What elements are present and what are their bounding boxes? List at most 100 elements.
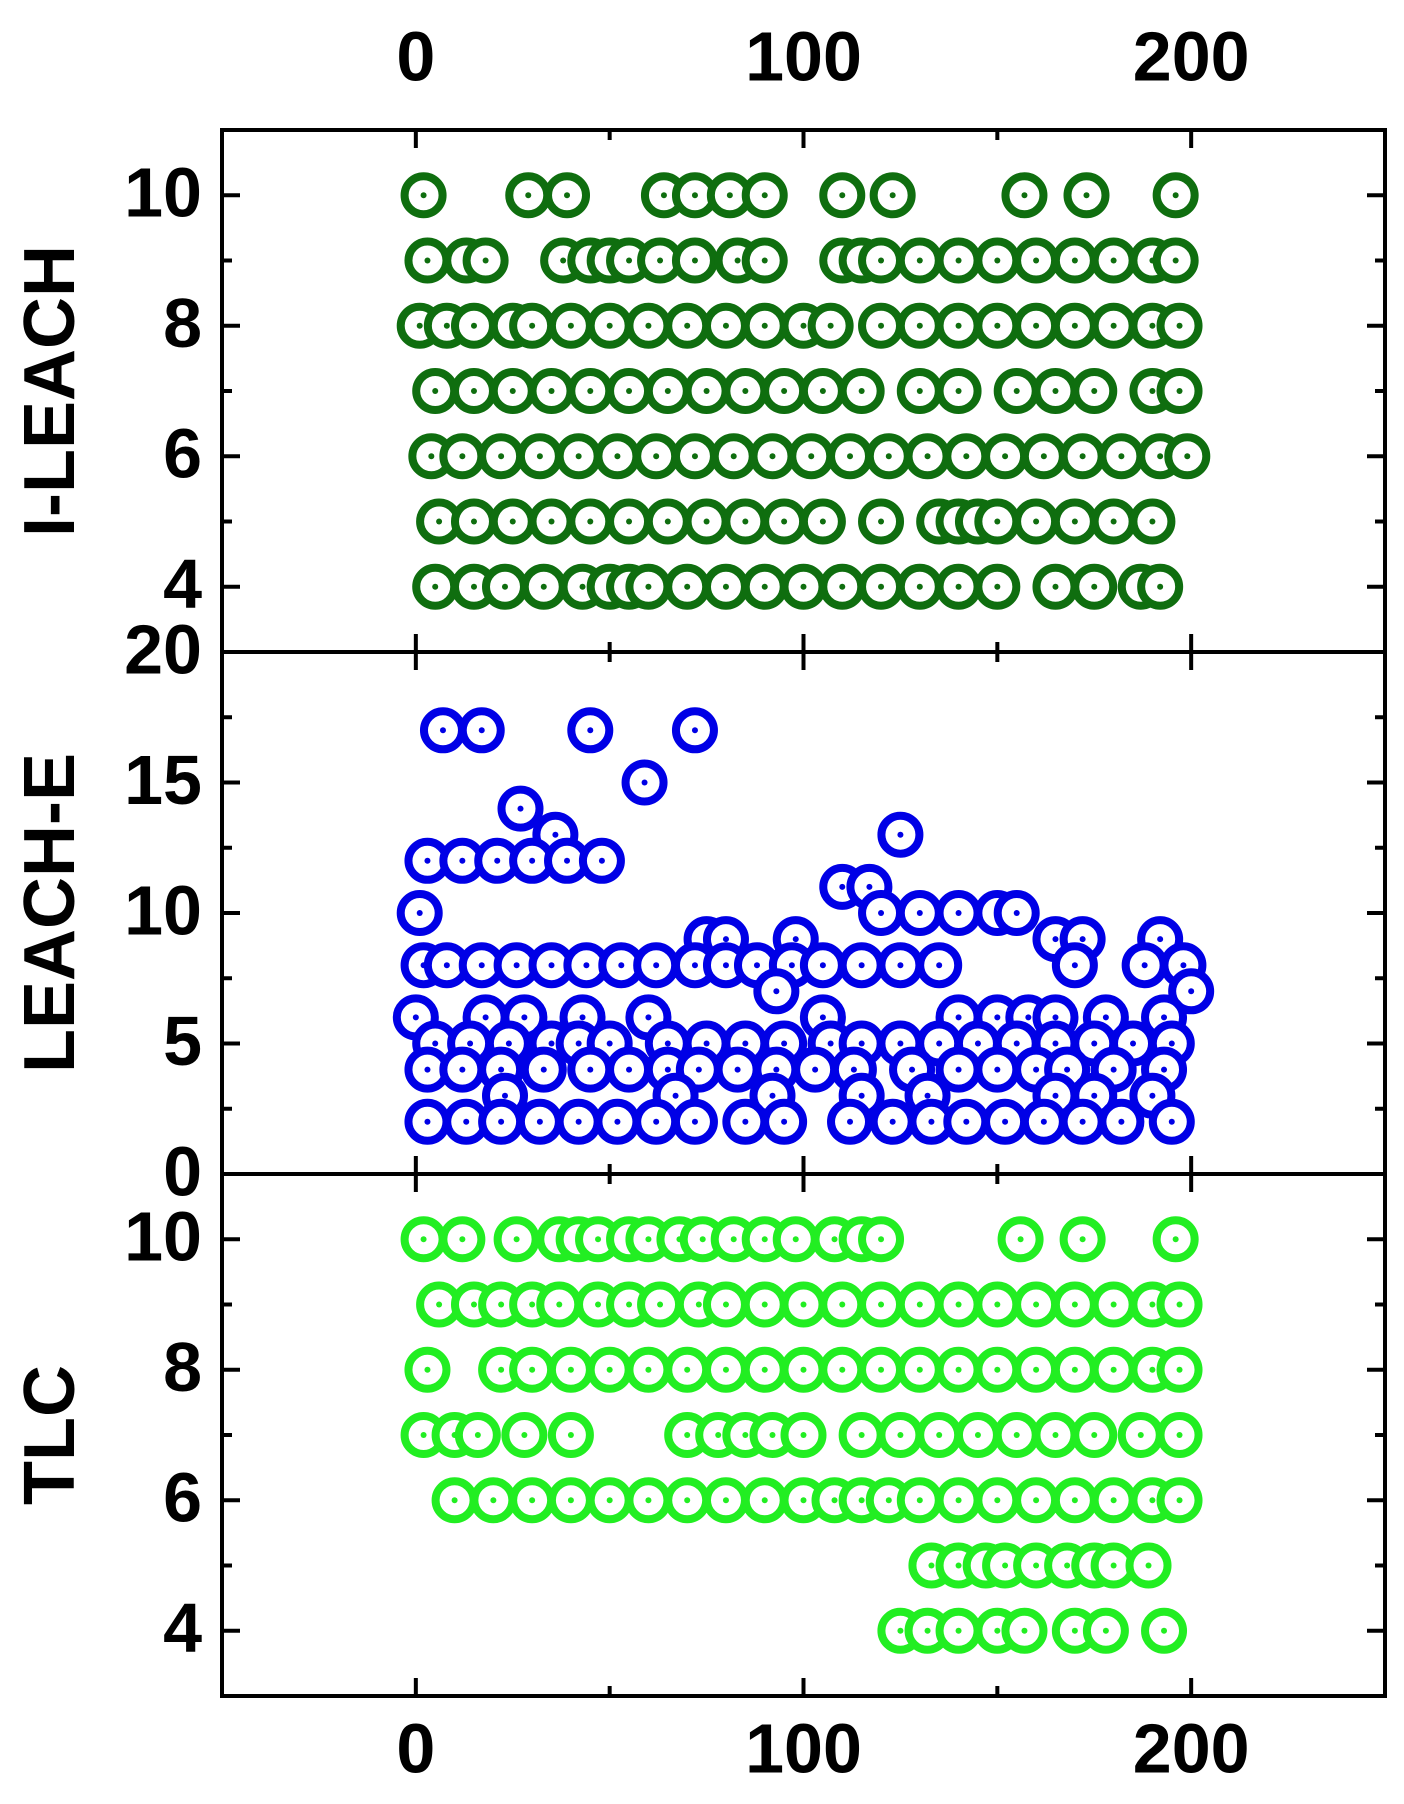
- marker-dot: [730, 453, 737, 460]
- marker: [481, 563, 528, 610]
- marker-dot: [1149, 1301, 1156, 1308]
- marker: [489, 368, 536, 414]
- marker-dot: [513, 1236, 520, 1243]
- marker: [1071, 1412, 1118, 1458]
- marker-dot: [885, 1497, 892, 1504]
- marker-dot: [889, 1118, 896, 1125]
- marker: [1013, 498, 1060, 545]
- marker-dot: [1161, 1627, 1168, 1634]
- marker: [520, 563, 567, 610]
- y-tick-label: 20: [124, 610, 202, 688]
- marker-dot: [1033, 257, 1040, 264]
- marker-dot: [691, 257, 698, 264]
- marker-dot: [424, 1366, 431, 1373]
- marker: [671, 172, 718, 219]
- marker: [974, 302, 1021, 349]
- marker-dot: [994, 257, 1001, 264]
- marker: [761, 1098, 808, 1145]
- marker-dot: [575, 453, 582, 460]
- marker: [722, 368, 769, 414]
- marker-dot: [1064, 1066, 1071, 1073]
- marker: [520, 1046, 567, 1093]
- marker-dot: [1033, 1497, 1040, 1504]
- marker: [954, 1412, 1001, 1458]
- marker-dot: [1017, 1236, 1024, 1243]
- marker: [621, 759, 668, 806]
- marker-dot: [626, 388, 633, 394]
- marker-dot: [1064, 1562, 1071, 1569]
- marker: [1051, 1346, 1098, 1393]
- marker-dot: [839, 883, 846, 890]
- marker: [753, 968, 800, 1015]
- marker-dot: [742, 388, 749, 394]
- marker: [1020, 433, 1067, 480]
- marker-dot: [1002, 1562, 1009, 1569]
- marker-dot: [428, 453, 435, 460]
- marker-dot: [567, 1366, 574, 1373]
- marker: [1051, 1477, 1098, 1524]
- marker-dot: [474, 1432, 481, 1438]
- marker-dot: [916, 322, 923, 329]
- marker-dot: [847, 1118, 854, 1125]
- marker-dot: [525, 192, 532, 199]
- marker-dot: [1130, 1040, 1137, 1047]
- marker-dot: [722, 1366, 729, 1373]
- marker: [772, 1216, 819, 1263]
- marker-dot: [1168, 1118, 1175, 1125]
- marker-dot: [691, 453, 698, 460]
- marker: [974, 1346, 1021, 1393]
- marker-dot: [974, 1040, 981, 1047]
- marker-dot: [1157, 936, 1164, 943]
- marker: [896, 563, 943, 610]
- marker: [1090, 1477, 1137, 1524]
- marker-dot: [1052, 1040, 1059, 1047]
- marker-dot: [819, 1014, 826, 1021]
- y-tick-label: 8: [163, 284, 202, 362]
- marker-dot: [536, 453, 543, 460]
- marker-dot: [722, 936, 729, 943]
- marker: [935, 563, 982, 610]
- marker-dot: [626, 257, 633, 264]
- marker: [567, 498, 614, 545]
- marker-dot: [1176, 1366, 1183, 1373]
- marker-dot: [1091, 1432, 1098, 1438]
- marker: [1059, 1098, 1106, 1145]
- marker-dot: [897, 1432, 904, 1438]
- marker: [528, 498, 575, 545]
- marker: [450, 498, 497, 545]
- marker: [1098, 1098, 1145, 1145]
- marker-dot: [691, 192, 698, 199]
- marker-dot: [684, 583, 691, 590]
- marker-dot: [443, 962, 450, 969]
- marker: [780, 563, 827, 610]
- marker: [625, 563, 672, 610]
- marker-dot: [1002, 453, 1009, 460]
- marker: [1148, 1098, 1195, 1145]
- marker-dot: [916, 1497, 923, 1504]
- marker: [819, 172, 866, 219]
- marker-dot: [1052, 1432, 1059, 1438]
- marker: [807, 302, 854, 349]
- marker: [761, 368, 808, 414]
- marker-dot: [463, 1118, 470, 1125]
- marker: [702, 302, 749, 349]
- marker: [761, 498, 808, 545]
- marker-dot: [1110, 257, 1117, 264]
- marker-dot: [1161, 1066, 1168, 1073]
- marker: [1082, 1607, 1129, 1654]
- marker: [858, 1346, 905, 1393]
- marker-dot: [858, 1432, 865, 1438]
- marker-dot: [424, 1066, 431, 1073]
- marker-dot: [781, 518, 788, 525]
- marker: [567, 368, 614, 414]
- marker-dot: [878, 583, 885, 590]
- marker-dot: [722, 1301, 729, 1308]
- marker: [454, 1412, 501, 1458]
- marker: [671, 1098, 718, 1145]
- marker: [606, 1046, 653, 1093]
- marker-dot: [897, 831, 904, 838]
- marker: [896, 1281, 943, 1328]
- marker-dot: [897, 1040, 904, 1047]
- marker-dot: [587, 727, 594, 734]
- marker: [400, 172, 447, 219]
